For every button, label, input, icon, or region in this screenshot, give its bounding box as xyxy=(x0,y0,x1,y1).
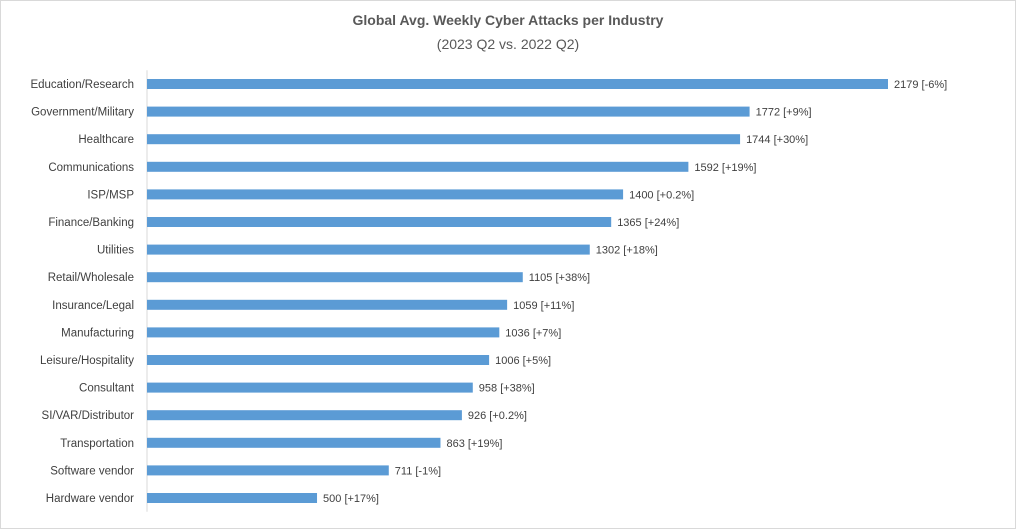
data-label: 1365 [+24%] xyxy=(617,217,679,229)
bar xyxy=(147,217,612,227)
data-label: 1105 [+38%] xyxy=(529,272,590,284)
bar xyxy=(147,161,689,172)
data-label: 500 [+17%] xyxy=(323,493,379,505)
data-label: 958 [+38%] xyxy=(479,383,535,395)
category-label: Communications xyxy=(48,162,134,174)
category-label: Government/Military xyxy=(31,107,134,119)
category-label: Utilities xyxy=(97,245,134,257)
data-label: 1592 [+19%] xyxy=(694,162,756,174)
data-label: 926 [+0.2%] xyxy=(468,410,527,422)
bar xyxy=(147,327,500,338)
category-label: Healthcare xyxy=(78,134,134,146)
data-label: 863 [+19%] xyxy=(446,438,502,450)
chart-subtitle: (2023 Q2 vs. 2022 Q2) xyxy=(436,36,580,52)
data-label: 2179 [-6%] xyxy=(894,79,947,91)
category-label: Leisure/Hospitality xyxy=(40,355,134,367)
bar xyxy=(147,106,750,117)
category-label: Retail/Wholesale xyxy=(48,272,134,284)
bar xyxy=(147,465,389,476)
category-label: Education/Research xyxy=(30,79,134,91)
category-label: Consultant xyxy=(79,383,135,395)
bar xyxy=(147,410,462,421)
bar xyxy=(147,244,590,255)
category-label: Software vendor xyxy=(50,465,134,477)
chart-title: Global Avg. Weekly Cyber Attacks per Ind… xyxy=(352,12,664,28)
bar xyxy=(147,134,741,145)
data-label: 1059 [+11%] xyxy=(513,300,574,312)
bar xyxy=(147,272,523,283)
data-label: 1400 [+0.2%] xyxy=(629,189,694,201)
bar xyxy=(147,355,490,365)
data-label: 1772 [+9%] xyxy=(756,107,812,119)
category-label: Manufacturing xyxy=(61,327,134,339)
data-label: 1006 [+5%] xyxy=(495,355,551,367)
bar xyxy=(147,299,508,310)
data-label: 1744 [+30%] xyxy=(746,134,808,146)
data-label: 1036 [+7%] xyxy=(505,327,561,339)
bar xyxy=(147,189,624,200)
data-label: 711 [-1%] xyxy=(395,465,441,477)
category-label: Transportation xyxy=(60,438,134,450)
category-label: Insurance/Legal xyxy=(52,300,134,312)
data-label: 1302 [+18%] xyxy=(596,245,658,257)
category-label: SI/VAR/Distributor xyxy=(42,410,135,422)
category-label: ISP/MSP xyxy=(87,189,134,201)
bar xyxy=(147,437,441,448)
bar xyxy=(147,79,888,89)
bar xyxy=(147,493,318,503)
category-label: Hardware vendor xyxy=(46,493,134,505)
category-label: Finance/Banking xyxy=(48,217,134,229)
bar xyxy=(147,382,473,393)
